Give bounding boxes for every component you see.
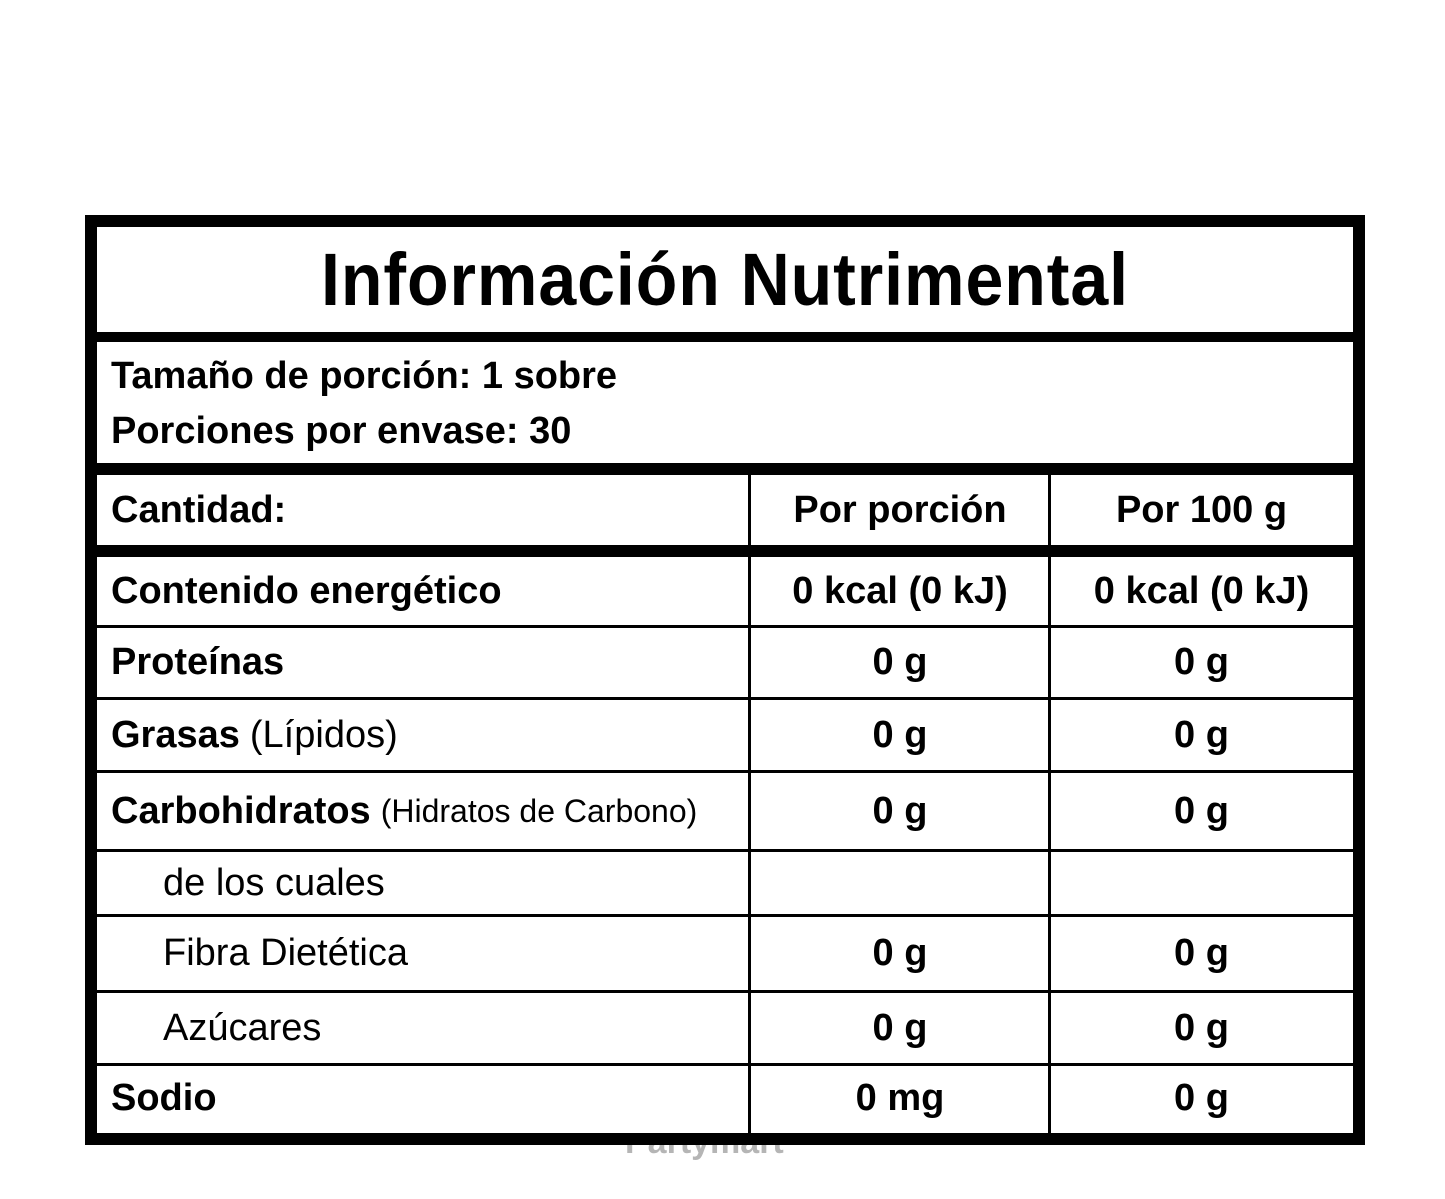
nutrient-row: Contenido energético 0 kcal (0 kJ) 0 kcal … — [97, 557, 1353, 625]
nutrient-name: Fibra Dietética — [163, 932, 408, 974]
header-per-100g: Por 100 g — [1115, 488, 1288, 531]
per-100g-value: 0 kcal (0 kJ) — [1093, 569, 1310, 612]
row-divider — [97, 1063, 1353, 1066]
serving-info: Tamaño de porción: 1 sobre Porciones por… — [111, 349, 617, 459]
divider — [97, 463, 1353, 475]
column-divider — [1048, 475, 1051, 1133]
per-100g-value: 0 g — [1174, 789, 1229, 832]
nutrient-row: Proteínas 0 g 0 g — [97, 628, 1353, 697]
column-divider — [748, 475, 751, 1133]
serving-size: Tamaño de porción: 1 sobre — [111, 355, 618, 397]
row-divider — [97, 697, 1353, 700]
nutrient-name: Grasas — [111, 713, 240, 756]
per-serving-value: 0 g — [872, 1006, 928, 1049]
row-divider — [97, 625, 1353, 628]
header-row: Cantidad: Por porción Por 100 g — [97, 475, 1353, 545]
per-100g-value: 0 g — [1174, 1006, 1229, 1049]
nutrient-name: Contenido energético — [111, 569, 502, 612]
row-divider — [97, 914, 1353, 917]
per-serving-value: 0 kcal (0 kJ) — [792, 569, 1008, 612]
row-divider — [97, 849, 1353, 852]
per-100g-value: 0 g — [1174, 713, 1229, 756]
divider — [97, 545, 1353, 557]
per-serving-value: 0 g — [872, 713, 928, 756]
per-100g-value: 0 g — [1174, 932, 1229, 974]
nutrient-name-cell: de los cuales — [111, 852, 803, 914]
per-serving-value: 0 g — [872, 932, 928, 974]
header-amount: Cantidad: — [111, 488, 287, 531]
nutrient-name-cell: Carbohidratos (Hidratos de Carbono) — [111, 773, 751, 849]
per-serving-value: 0 g — [872, 789, 928, 832]
nutrient-note: (Lípidos) — [249, 713, 398, 756]
nutrient-row: Fibra Dietética 0 g 0 g — [97, 917, 1353, 990]
row-divider — [97, 770, 1353, 773]
nutrient-name-cell: Grasas (Lípidos) — [111, 700, 751, 770]
nutrient-name: Carbohidratos — [111, 789, 371, 832]
nutrition-facts-label: Información Nutrimental Tamaño de porció… — [85, 215, 1365, 1145]
per-100g-value: 0 g — [1174, 1076, 1229, 1119]
servings-per-container: Porciones por envase: 30 — [111, 410, 572, 452]
nutrient-name: de los cuales — [163, 861, 385, 904]
nutrient-name: Proteínas — [111, 641, 285, 683]
per-100g-value: 0 g — [1174, 641, 1229, 683]
nutrient-name-cell: Fibra Dietética — [111, 917, 803, 990]
nutrient-row: Azúcares 0 g 0 g — [97, 993, 1353, 1063]
label-title: Información Nutrimental — [321, 238, 1129, 321]
nutrient-name-cell: Proteínas — [111, 628, 751, 697]
divider — [97, 332, 1353, 342]
per-100g-value — [1050, 852, 1353, 914]
row-divider — [97, 990, 1353, 993]
nutrient-row: Carbohidratos (Hidratos de Carbono) 0 g 0 g — [97, 773, 1353, 849]
nutrient-row: de los cuales — [97, 852, 1353, 914]
per-serving-value: 0 g — [872, 641, 928, 683]
per-serving-value — [750, 852, 1050, 914]
nutrient-name: Sodio — [111, 1076, 217, 1119]
nutrient-name-cell: Contenido energético — [111, 557, 751, 625]
nutrient-name-cell: Sodio — [111, 1066, 751, 1130]
nutrient-note: (Hidratos de Carbono) — [380, 792, 698, 829]
nutrient-row: Grasas (Lípidos) 0 g 0 g — [97, 700, 1353, 770]
per-serving-value: 0 mg — [855, 1076, 945, 1119]
nutrient-row: Sodio 0 mg 0 g — [97, 1066, 1353, 1130]
header-per-serving: Por porción — [793, 488, 1007, 531]
nutrient-name: Azúcares — [163, 1006, 322, 1049]
nutrient-name-cell: Azúcares — [111, 993, 803, 1063]
